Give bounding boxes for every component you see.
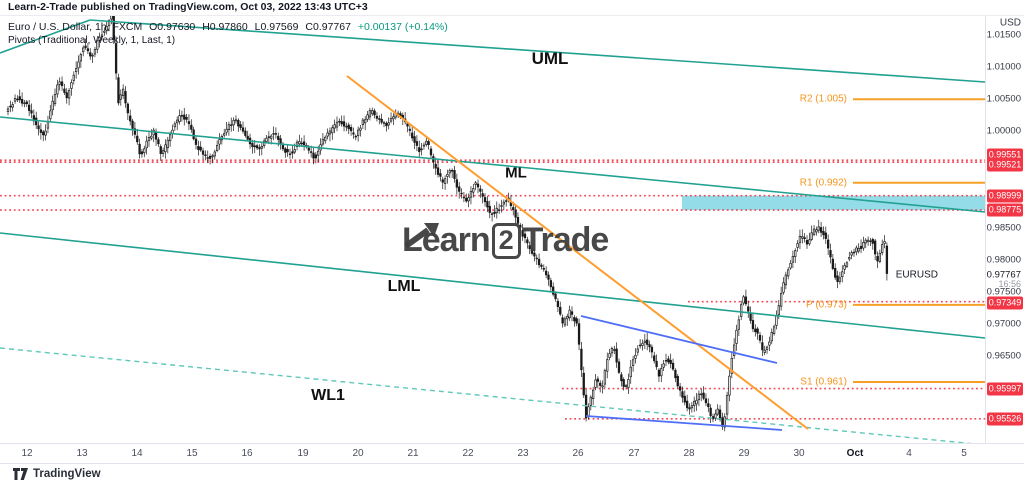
price-tick-label: 0.97500 <box>986 286 1021 298</box>
tradingview-logo-icon[interactable] <box>13 468 28 480</box>
pivot-label-r2: R2 (1.005) <box>799 93 847 105</box>
lower-median-line <box>0 232 985 339</box>
wedge-lower <box>585 415 783 431</box>
countdown-label: 16:56 <box>998 278 1021 289</box>
legend-indicator-row: Pivots (Traditional, Weekly, 1, Last, 1) <box>8 34 452 47</box>
upper-median-line <box>89 19 985 83</box>
line-label-ml: ML <box>505 164 527 182</box>
date-tick-label: 19 <box>297 448 309 459</box>
date-tick-label: 12 <box>21 448 33 459</box>
trend-lines <box>0 19 985 443</box>
last-price-label: 0.97767 <box>986 269 1021 281</box>
line-label-lml: LML <box>387 278 421 295</box>
symbol-title: Euro / U.S. Dollar, 1h, FXCM <box>8 21 143 33</box>
date-tick-label: Oct <box>846 448 864 459</box>
line-label-wl1: WL1 <box>311 387 345 404</box>
price-tick-label: 1.00000 <box>986 125 1021 137</box>
price-tick-label: 1.01000 <box>986 61 1021 73</box>
ohlc-close: C0.97767 <box>305 21 351 33</box>
price-level-badge: 0.98999 <box>987 189 1023 203</box>
price-tick-label: 0.98500 <box>986 222 1021 234</box>
legend-symbol-row: Euro / U.S. Dollar, 1h, FXCM O0.97630 H0… <box>8 21 452 34</box>
downtrend-line <box>346 75 809 430</box>
price-level-badge: 0.97349 <box>987 296 1023 310</box>
date-tick-label: 26 <box>572 448 584 459</box>
footer-bar: TradingView <box>0 463 1024 484</box>
date-tick-label: 30 <box>793 448 805 459</box>
chart-canvas <box>0 16 985 443</box>
tradingview-wordmark[interactable]: TradingView <box>33 468 101 480</box>
pivot-label-s1: S1 (0.961) <box>800 376 847 388</box>
axis-symbol-label: EURUSD <box>895 269 938 281</box>
watermark-arrow-icon <box>404 223 439 249</box>
watermark-word-trade: Trade <box>522 221 610 259</box>
date-tick-label: 16 <box>241 448 253 459</box>
date-tick-label: 14 <box>131 448 143 459</box>
publish-header: Learn-2-Trade published on TradingView.c… <box>0 0 1024 16</box>
learn2trade-watermark: Learn 2 Trade <box>402 221 610 260</box>
indicator-title: Pivots (Traditional, Weekly, 1, Last, 1) <box>8 35 176 46</box>
price-level-badge: 0.99551 <box>987 148 1023 162</box>
date-tick-label: 23 <box>517 448 529 459</box>
chart-legend[interactable]: Euro / U.S. Dollar, 1h, FXCM O0.97630 H0… <box>8 21 452 47</box>
time-axis[interactable]: 12 13 14 15 16 19 20 21 22 23 26 27 28 29 30 Oct 4 5 <box>0 443 1024 463</box>
pivot-lines <box>853 98 985 383</box>
price-level-badge: 0.99521 <box>987 158 1023 172</box>
price-axis[interactable]: USD 1.01500 1.01000 1.00500 1.00000 0.98500 0… <box>985 16 1024 443</box>
price-tick-label: 1.00500 <box>986 93 1021 105</box>
date-tick-label: 13 <box>76 448 88 459</box>
price-level-badge: 0.95526 <box>987 412 1023 426</box>
wedge-upper <box>580 315 778 364</box>
price-change: +0.00137 (+0.14%) <box>357 21 448 33</box>
weekly-line-1 <box>0 347 972 443</box>
date-tick-label: 4 <box>906 448 912 459</box>
date-tick-label: 29 <box>738 448 750 459</box>
pivot-label-r1: R1 (0.992) <box>799 177 847 189</box>
price-tick-label: 1.01500 <box>986 29 1021 41</box>
price-level-badge: 0.95997 <box>987 382 1023 396</box>
watermark-number-two: 2 <box>491 222 521 259</box>
supply-zone <box>682 195 985 211</box>
line-label-uml: UML <box>531 49 569 68</box>
ohlc-open: O0.97630 <box>149 21 196 33</box>
date-tick-label: 27 <box>628 448 640 459</box>
axis-currency-label: USD <box>999 17 1021 29</box>
pitchfork-handle <box>0 19 91 54</box>
ohlc-low: L0.97569 <box>254 21 299 33</box>
date-tick-label: 15 <box>186 448 198 459</box>
date-tick-label: 28 <box>683 448 695 459</box>
date-tick-label: 22 <box>462 448 474 459</box>
price-tick-label: 0.97000 <box>986 318 1021 330</box>
price-level-badge: 0.98775 <box>987 203 1023 217</box>
date-tick-label: 5 <box>961 448 967 459</box>
ohlc-high: H0.97860 <box>202 21 248 33</box>
pivot-label-p: P (0.973) <box>806 299 847 311</box>
price-tick-label: 0.98000 <box>986 254 1021 266</box>
chart-pane[interactable]: Euro / U.S. Dollar, 1h, FXCM O0.97630 H0… <box>0 16 985 443</box>
price-tick-label: 0.96500 <box>986 350 1021 362</box>
date-tick-label: 20 <box>352 448 364 459</box>
date-tick-label: 21 <box>407 448 419 459</box>
median-line <box>0 116 985 213</box>
